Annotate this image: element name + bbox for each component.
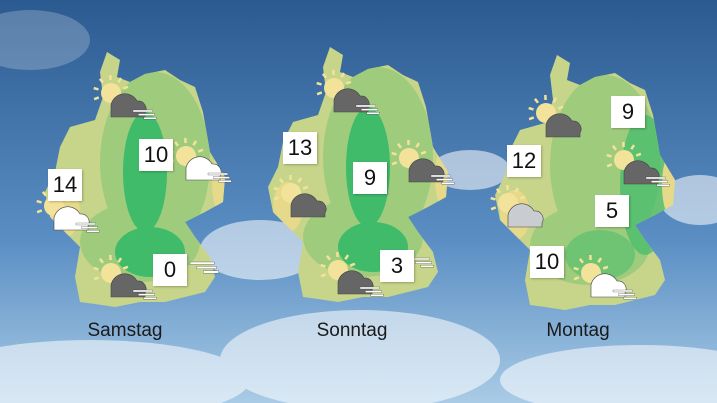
temperature-label: 5 xyxy=(595,195,629,227)
sun-cloud-dark-icon xyxy=(273,174,327,218)
wind-icon xyxy=(359,286,384,297)
wind-icon xyxy=(75,222,100,233)
sun-cloud-dark-icon xyxy=(320,251,384,297)
sun-cloud-dark-icon xyxy=(606,141,670,187)
temperature-label: 9 xyxy=(353,162,387,194)
wind-icon xyxy=(132,289,157,300)
germany-map-sonntag xyxy=(268,47,448,302)
wind-icon xyxy=(430,174,455,185)
temperature-label: 0 xyxy=(153,254,187,286)
day-label: Sonntag xyxy=(316,320,388,341)
sun-cloud-dark-icon xyxy=(316,69,380,115)
sun-cloud-white-icon xyxy=(573,254,637,300)
wind-icon xyxy=(189,261,219,274)
sun-cloud-white-icon xyxy=(168,137,232,183)
temperature-label: 14 xyxy=(48,169,82,201)
sun-cloud-dark-icon xyxy=(391,139,455,185)
temperature-label: 12 xyxy=(507,145,541,177)
temperature-label: 3 xyxy=(380,250,414,282)
day-label: Montag xyxy=(546,320,610,341)
wind-icon xyxy=(645,176,670,187)
wind-icon xyxy=(612,289,637,300)
temperature-label: 9 xyxy=(611,96,645,128)
temperature-label: 10 xyxy=(139,139,173,171)
sun-cloud-light-icon xyxy=(490,184,544,228)
temperature-label: 10 xyxy=(530,246,564,278)
sun-cloud-dark-icon xyxy=(93,254,157,300)
day-label: Samstag xyxy=(87,320,163,341)
sun-cloud-dark-icon xyxy=(93,74,157,120)
temperature-label: 13 xyxy=(283,132,317,164)
wind-icon xyxy=(355,104,380,115)
sun-cloud-dark-icon xyxy=(528,94,582,138)
clouds-background xyxy=(0,10,717,403)
wind-icon xyxy=(132,109,157,120)
wind-icon xyxy=(207,172,232,183)
